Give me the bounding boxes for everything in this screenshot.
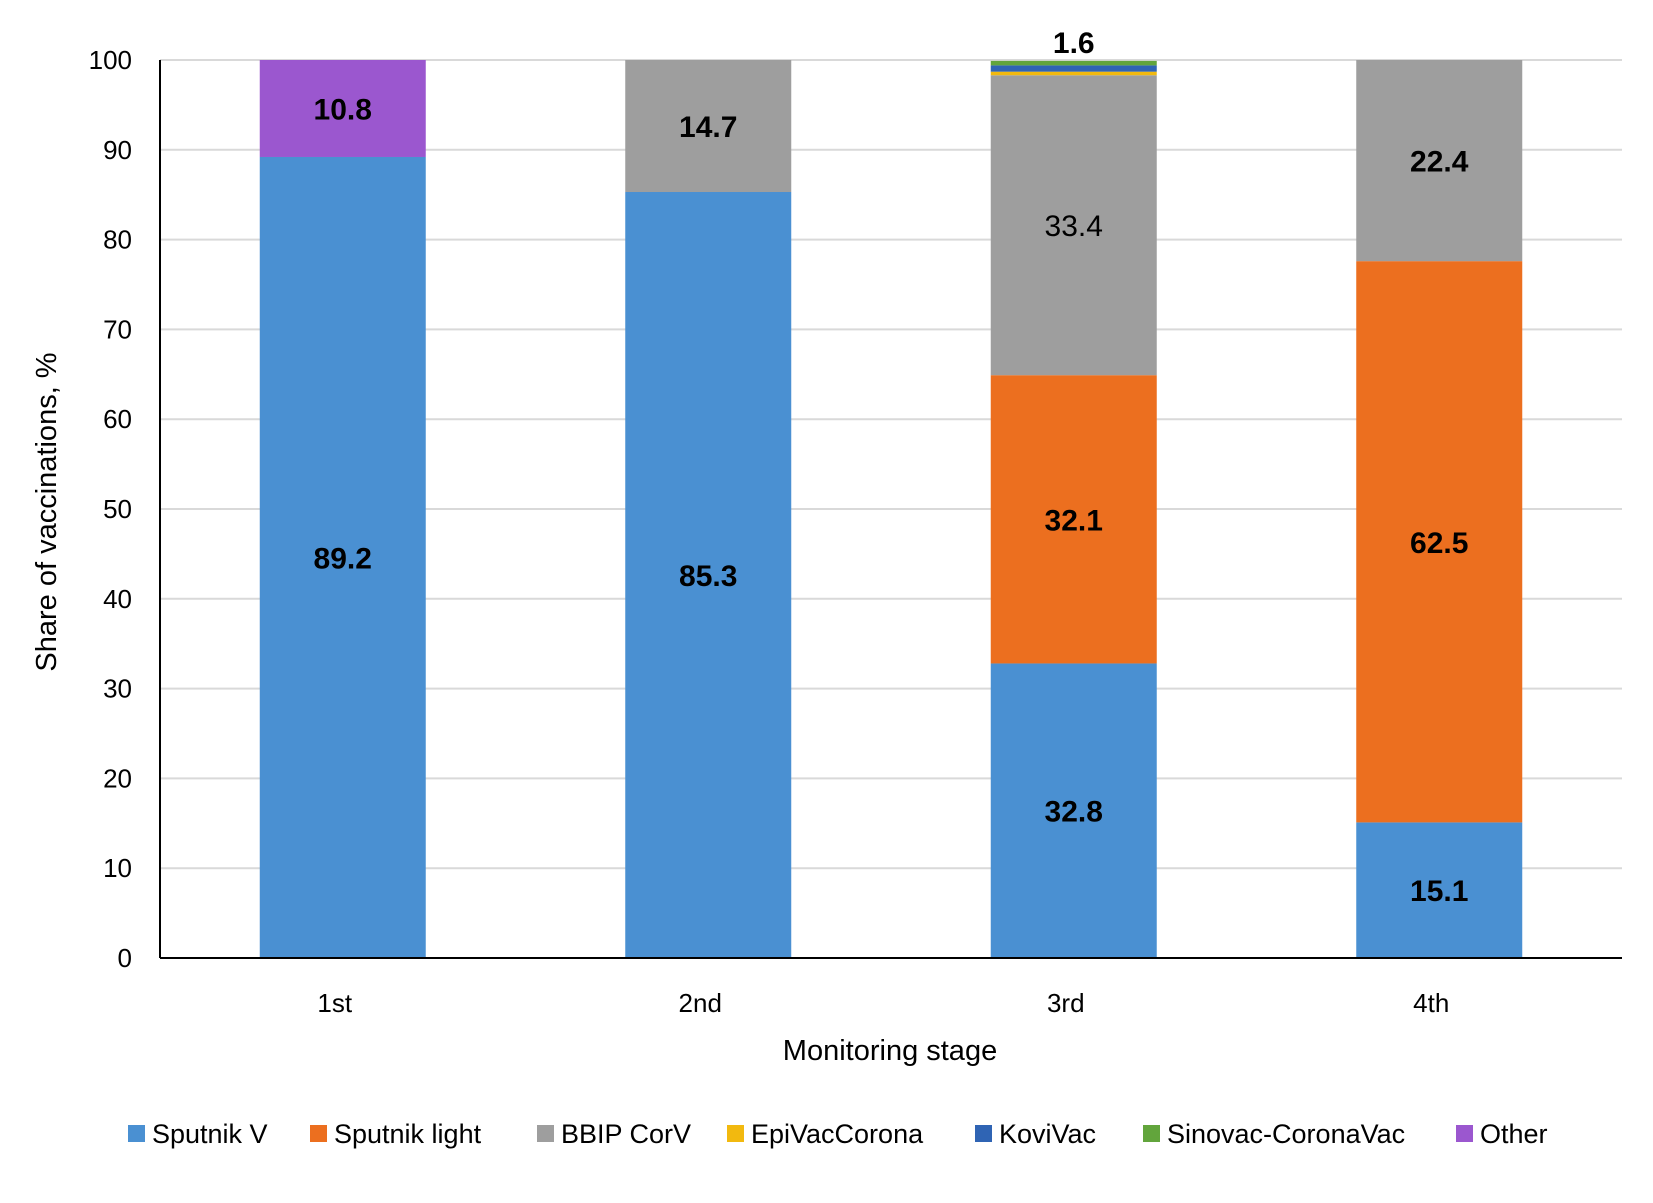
data-label: 62.5 (1410, 527, 1468, 560)
legend-label: Sputnik light (334, 1119, 482, 1149)
y-tick-label: 40 (103, 584, 132, 614)
bar-segment (1356, 822, 1523, 958)
bar-segment (990, 71, 1157, 76)
legend: Sputnik V Sputnik light BBIP CorV EpiVacCor… (128, 1119, 1548, 1149)
legend-swatch (537, 1125, 554, 1142)
y-tick-label: 0 (118, 943, 132, 973)
data-label: 85.3 (679, 560, 737, 593)
legend-swatch (310, 1125, 327, 1142)
legend-label: Sputnik V (152, 1119, 268, 1149)
bar-segment (990, 375, 1157, 664)
y-tick-label: 10 (103, 853, 132, 883)
x-axis-title: Monitoring stage (783, 1035, 997, 1067)
y-tick-label: 70 (103, 314, 132, 344)
bar-segment (625, 60, 792, 193)
legend-swatch (128, 1125, 145, 1142)
bar-segment (1356, 261, 1523, 823)
legend-label: BBIP CorV (561, 1119, 691, 1149)
bar-segment (625, 192, 792, 959)
bar-segment (990, 65, 1157, 72)
legend-label: EpiVacCorona (751, 1119, 924, 1149)
legend-swatch (975, 1125, 992, 1142)
legend-swatch (727, 1125, 744, 1142)
x-tick-label: 3rd (1047, 988, 1085, 1018)
bar-segment (1356, 60, 1523, 262)
legend-swatch (1456, 1125, 1473, 1142)
data-label: 32.8 (1045, 796, 1103, 829)
y-tick-label: 20 (103, 763, 132, 793)
data-label: 89.2 (314, 542, 372, 575)
data-label: 14.7 (679, 111, 737, 144)
data-label: 22.4 (1410, 146, 1469, 179)
y-axis-title: Share of vaccinations, % (31, 352, 63, 671)
bar-segment (990, 663, 1157, 958)
y-tick-label: 90 (103, 135, 132, 165)
data-label: 32.1 (1045, 504, 1103, 537)
y-tick-label: 60 (103, 404, 132, 434)
y-tick-label: 50 (103, 494, 132, 524)
legend-swatch (1143, 1125, 1160, 1142)
axes: 0 10 20 30 40 50 60 70 80 90 100 1st 2nd 3rd 4th (89, 45, 1622, 1018)
legend-label: Sinovac-CoronaVac (1167, 1119, 1405, 1149)
data-label: 15.1 (1410, 875, 1468, 908)
data-label: 33.4 (1045, 210, 1103, 243)
bar-segment (990, 60, 1157, 66)
bar-segment (259, 60, 426, 157)
x-tick-label: 4th (1413, 988, 1449, 1018)
bar-segment (259, 156, 426, 958)
legend-label: Other (1480, 1119, 1548, 1149)
bar-segment (990, 75, 1157, 376)
x-tick-label: 2nd (679, 988, 722, 1018)
data-label: 1.6 (1053, 27, 1095, 60)
y-tick-label: 80 (103, 225, 132, 255)
data-label: 10.8 (314, 93, 372, 126)
data-labels: 89.2 10.8 85.3 14.7 32.8 32.1 33.4 1.6 15.1 62.5 2… (314, 27, 1469, 908)
legend-label: KoviVac (999, 1119, 1096, 1149)
y-tick-label: 30 (103, 674, 132, 704)
x-tick-label: 1st (317, 988, 352, 1018)
y-tick-label: 100 (89, 45, 132, 75)
bars (259, 60, 1523, 959)
